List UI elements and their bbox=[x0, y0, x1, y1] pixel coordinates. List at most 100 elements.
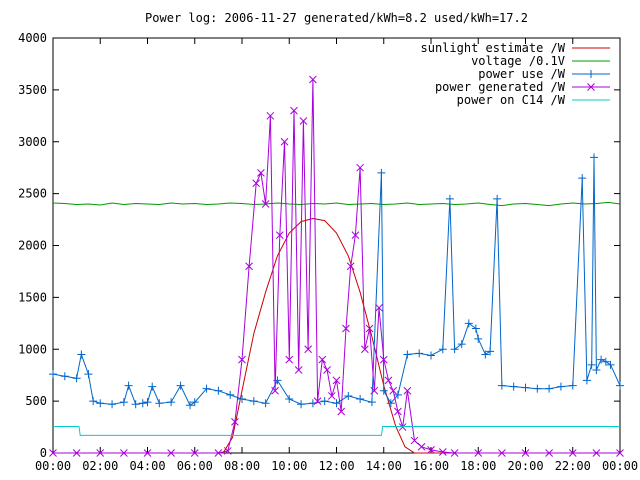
data-point bbox=[493, 194, 502, 203]
data-point bbox=[155, 399, 164, 408]
data-point bbox=[545, 449, 553, 457]
data-point bbox=[474, 449, 483, 457]
data-point bbox=[49, 370, 57, 379]
y-tick-label: 1000 bbox=[18, 342, 47, 356]
data-point bbox=[214, 386, 223, 395]
data-point bbox=[271, 386, 279, 395]
data-point bbox=[445, 194, 454, 203]
data-point bbox=[297, 400, 306, 409]
x-tick-label: 00:00 bbox=[602, 459, 638, 473]
data-point bbox=[370, 386, 379, 395]
data-point bbox=[377, 168, 386, 177]
data-point bbox=[386, 399, 395, 408]
data-point bbox=[616, 381, 624, 390]
data-point bbox=[384, 376, 393, 385]
data-point bbox=[124, 381, 133, 390]
x-tick-label: 00:00 bbox=[35, 459, 71, 473]
series-2 bbox=[49, 153, 624, 410]
data-point bbox=[346, 262, 355, 271]
data-point bbox=[249, 397, 258, 406]
data-point bbox=[351, 231, 360, 239]
data-point bbox=[438, 345, 447, 354]
data-point bbox=[344, 391, 353, 400]
data-point bbox=[533, 384, 542, 393]
x-tick-label: 10:00 bbox=[271, 459, 307, 473]
data-point bbox=[96, 399, 105, 408]
data-point bbox=[438, 448, 447, 456]
data-point bbox=[327, 392, 336, 400]
data-point bbox=[318, 355, 327, 364]
data-point bbox=[96, 449, 105, 457]
data-point bbox=[275, 231, 284, 239]
data-point bbox=[457, 340, 466, 349]
x-tick-label: 08:00 bbox=[224, 459, 260, 473]
x-tick-label: 18:00 bbox=[460, 459, 496, 473]
data-point bbox=[521, 449, 530, 457]
data-point bbox=[176, 381, 185, 390]
data-point bbox=[223, 447, 232, 455]
data-point bbox=[375, 303, 383, 312]
data-point bbox=[252, 179, 261, 188]
data-point bbox=[578, 174, 587, 183]
data-point bbox=[410, 436, 419, 445]
data-point bbox=[190, 398, 199, 407]
y-tick-label: 2000 bbox=[18, 239, 47, 253]
x-tick-label: 06:00 bbox=[177, 459, 213, 473]
data-point bbox=[379, 355, 388, 364]
x-tick-label: 22:00 bbox=[555, 459, 591, 473]
data-point bbox=[356, 163, 364, 172]
data-point bbox=[393, 390, 402, 399]
legend-label: voltage /0.1V bbox=[471, 54, 565, 68]
x-tick-label: 02:00 bbox=[82, 459, 118, 473]
data-point bbox=[120, 449, 128, 457]
data-point bbox=[304, 345, 313, 354]
data-point bbox=[417, 442, 426, 451]
y-tick-label: 2500 bbox=[18, 187, 47, 201]
data-point bbox=[597, 355, 606, 364]
legend-marker bbox=[587, 70, 595, 78]
x-tick-label: 16:00 bbox=[413, 459, 449, 473]
data-point bbox=[365, 324, 374, 333]
data-point bbox=[266, 111, 275, 120]
data-point bbox=[60, 372, 69, 381]
data-point bbox=[592, 449, 601, 457]
data-point bbox=[592, 366, 601, 374]
data-point bbox=[337, 407, 346, 416]
data-point bbox=[49, 449, 57, 457]
data-point bbox=[587, 360, 596, 369]
data-point bbox=[367, 398, 376, 407]
data-point bbox=[509, 382, 518, 391]
series-line bbox=[53, 426, 620, 436]
series-4 bbox=[53, 426, 620, 436]
data-point bbox=[323, 366, 331, 374]
y-tick-label: 500 bbox=[25, 394, 47, 408]
data-point bbox=[521, 383, 530, 392]
data-point bbox=[285, 355, 294, 364]
data-point bbox=[360, 345, 369, 354]
data-point bbox=[498, 449, 506, 457]
data-point bbox=[427, 351, 435, 360]
data-point bbox=[257, 169, 265, 177]
chart-title: Power log: 2006-11-27 generated/kWh=8.2 … bbox=[145, 11, 528, 25]
data-point bbox=[89, 397, 98, 406]
data-point bbox=[332, 399, 341, 408]
data-point bbox=[186, 401, 195, 410]
data-point bbox=[294, 366, 303, 374]
legend-label: power generated /W bbox=[435, 80, 566, 94]
data-point bbox=[342, 324, 350, 333]
data-point bbox=[238, 395, 246, 404]
data-point bbox=[226, 390, 235, 399]
data-point bbox=[601, 357, 610, 366]
data-point bbox=[616, 449, 624, 457]
data-point bbox=[202, 384, 211, 393]
y-tick-label: 3000 bbox=[18, 135, 47, 149]
data-point bbox=[299, 117, 308, 125]
data-point bbox=[72, 449, 81, 457]
series-1 bbox=[52, 201, 621, 207]
data-point bbox=[238, 355, 246, 364]
data-point bbox=[450, 345, 459, 354]
y-tick-label: 4000 bbox=[18, 31, 47, 45]
data-point bbox=[261, 200, 270, 208]
